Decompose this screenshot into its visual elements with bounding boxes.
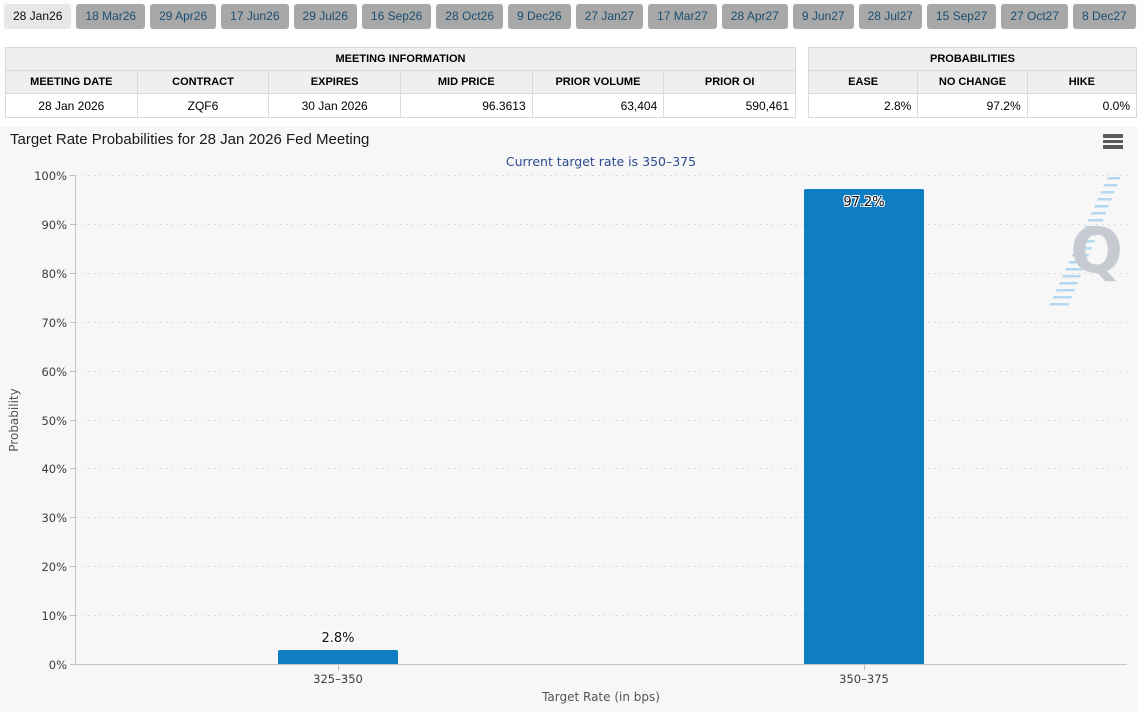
contract-value: ZQF6 (136, 93, 270, 118)
meeting-tab[interactable]: 9 Dec26 (508, 4, 571, 29)
meeting-tab[interactable]: 16 Sep26 (361, 4, 432, 29)
y-tick-label: 20% (41, 560, 67, 575)
mid-price-value: 96.3613 (399, 93, 533, 118)
y-tick-label: 40% (41, 462, 67, 477)
y-tick-label: 10% (41, 609, 67, 624)
col-prior-volume: PRIOR VOLUME (531, 70, 665, 94)
y-tick-label: 60% (41, 364, 67, 379)
y-tick-label: 100% (34, 169, 67, 183)
y-tick-mark (70, 468, 75, 470)
y-tick-label: 0% (48, 658, 67, 672)
expires-value: 30 Jan 2026 (268, 93, 401, 118)
y-tick-mark (70, 517, 75, 519)
meeting-information-title: MEETING INFORMATION (5, 47, 796, 71)
gridline (76, 321, 1127, 323)
probabilities-row: 2.8% 97.2% 0.0% (807, 93, 1138, 118)
x-tick-label: 350–375 (839, 672, 889, 686)
col-no-change: NO CHANGE (917, 70, 1028, 94)
x-axis-line (75, 664, 1127, 665)
x-tick-label: 325–350 (313, 672, 363, 686)
y-axis-line (75, 176, 76, 665)
col-contract: CONTRACT (136, 70, 270, 94)
gridline (76, 370, 1127, 372)
prior-oi-value: 590,461 (663, 93, 796, 118)
meeting-information-row: 28 Jan 2026 ZQF6 30 Jan 2026 96.3613 63,… (5, 93, 796, 118)
x-axis-title: Target Rate (in bps) (542, 690, 660, 704)
x-tick-mark (338, 665, 339, 670)
meeting-tab[interactable]: 27 Jan27 (575, 4, 644, 29)
y-tick-mark (70, 615, 75, 617)
y-tick-mark (70, 419, 75, 421)
col-prior-oi: PRIOR OI (663, 70, 796, 94)
bar[interactable] (804, 188, 924, 664)
y-tick-mark (70, 566, 75, 568)
meeting-tab[interactable]: 15 Sep27 (926, 4, 997, 29)
gridline (76, 468, 1127, 470)
col-hike: HIKE (1026, 70, 1138, 94)
meeting-tab[interactable]: 9 Jun27 (792, 4, 854, 29)
meeting-tab[interactable]: 28 Jul27 (858, 4, 922, 29)
gridline (76, 223, 1127, 225)
bar-value-label: 2.8% (321, 631, 355, 647)
y-tick-mark (70, 175, 75, 176)
probabilities-table: PROBABILITIES EASE NO CHANGE HIKE 2.8% 9… (807, 47, 1138, 118)
meeting-tab[interactable]: 28 Jan26 (4, 4, 72, 29)
bar[interactable] (278, 650, 398, 664)
ease-value: 2.8% (807, 93, 919, 118)
y-tick-mark (70, 321, 75, 323)
meeting-information-table: MEETING INFORMATION MEETING DATE CONTRAC… (5, 47, 796, 118)
no-change-value: 97.2% (917, 93, 1028, 118)
y-tick-mark (70, 223, 75, 225)
y-tick-mark (70, 664, 75, 665)
meeting-tab[interactable]: 28 Oct26 (436, 4, 503, 29)
y-tick-label: 90% (41, 217, 67, 232)
gridline (76, 175, 1127, 176)
meeting-tab[interactable]: 18 Mar26 (76, 4, 146, 29)
meeting-tab[interactable]: 8 Dec27 (1073, 4, 1136, 29)
meeting-tab-bar: 28 Jan26 18 Mar26 29 Apr26 17 Jun26 29 Jul26… (0, 0, 1143, 34)
y-tick-label: 80% (41, 266, 67, 281)
probabilities-title: PROBABILITIES (808, 47, 1137, 71)
col-mid-price: MID PRICE (399, 70, 533, 94)
y-tick-mark (70, 272, 75, 274)
gridline (76, 419, 1127, 421)
x-tick-mark (864, 665, 865, 670)
prior-volume-value: 63,404 (531, 93, 665, 118)
chart-title: Target Rate Probabilities for 28 Jan 202… (10, 131, 370, 148)
gridline (76, 615, 1127, 617)
meeting-tab[interactable]: 27 Oct27 (1001, 4, 1069, 29)
meeting-date-value: 28 Jan 2026 (5, 93, 138, 118)
col-ease: EASE (807, 70, 919, 94)
y-tick-label: 70% (41, 315, 67, 330)
hamburger-menu-icon[interactable] (1103, 134, 1123, 150)
chart-subtitle: Current target rate is 350–375 (505, 154, 697, 169)
gridline (76, 517, 1127, 519)
col-meeting-date: MEETING DATE (5, 70, 138, 94)
gridline (76, 272, 1127, 274)
meeting-tab[interactable]: 29 Apr26 (150, 4, 217, 29)
gridline (76, 566, 1127, 568)
y-tick-label: 30% (41, 511, 67, 526)
target-rate-chart-panel: Target Rate Probabilities for 28 Jan 202… (0, 127, 1137, 712)
y-tick-mark (70, 370, 75, 372)
meeting-tab[interactable]: 28 Apr27 (721, 4, 788, 29)
y-tick-label: 50% (41, 413, 67, 428)
bar-value-label: 97.2% (843, 194, 885, 210)
meeting-tab[interactable]: 29 Jul26 (293, 4, 357, 29)
hike-value: 0.0% (1026, 93, 1138, 118)
meeting-tab[interactable]: 17 Mar27 (648, 4, 717, 29)
meeting-tab[interactable]: 17 Jun26 (221, 4, 289, 29)
col-expires: EXPIRES (268, 70, 401, 94)
plot-area: 0% 10% 20% 30% 40% 50% 60% 70% 80% 90% 100% 2.8% 325… (34, 169, 1127, 686)
